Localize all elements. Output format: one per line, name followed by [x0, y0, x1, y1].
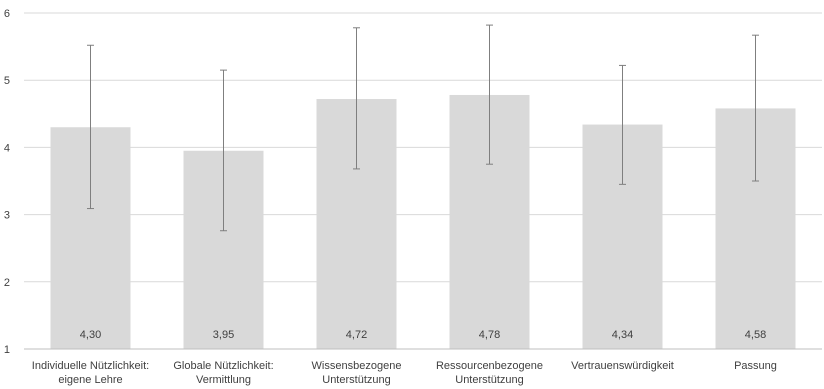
- x-category-label-line: Unterstützung: [455, 374, 523, 386]
- error-bars: [87, 24, 759, 232]
- x-category-label: Ressourcenbezogene Unterstützung: [436, 360, 543, 386]
- x-category-label-line: Wissensbezogene: [312, 360, 402, 372]
- y-tick-label: 5: [4, 75, 10, 87]
- bars: [50, 94, 796, 350]
- y-tick-label: 4: [4, 142, 10, 154]
- gridlines: [24, 12, 822, 283]
- x-category-label: Wissensbezogene Unterstützung: [312, 360, 402, 386]
- x-category-label: Individuelle Nützlichkeit: eigene Lehre: [32, 360, 149, 386]
- data-label: 4,72: [346, 329, 367, 341]
- y-tick-label: 1: [4, 344, 10, 356]
- x-category-label-line: Unterstützung: [322, 374, 390, 386]
- x-category-label-line: Vertrauenswürdigkeit: [571, 360, 674, 372]
- data-label: 4,30: [80, 329, 101, 341]
- data-label: 4,34: [612, 329, 633, 341]
- y-tick-label: 6: [4, 8, 10, 20]
- x-category-label: Vertrauenswürdigkeit: [571, 360, 674, 372]
- x-category-label-line: Passung: [734, 360, 777, 372]
- x-category-label-line: Individuelle Nützlichkeit:: [32, 360, 149, 372]
- x-category-label-line: Globale Nützlichkeit:: [173, 360, 273, 372]
- data-label: 4,58: [745, 329, 766, 341]
- x-category-label-line: Vermittlung: [196, 374, 251, 386]
- x-category-label: Passung: [734, 360, 777, 372]
- data-label: 3,95: [213, 329, 234, 341]
- y-tick-label: 3: [4, 210, 10, 222]
- x-category-label-line: Ressourcenbezogene: [436, 360, 543, 372]
- x-category-label-line: eigene Lehre: [58, 374, 122, 386]
- y-tick-label: 2: [4, 277, 10, 289]
- x-category-label: Globale Nützlichkeit: Vermittlung: [173, 360, 273, 386]
- labels: 1 2 3 4 5 6 4,30 Individuelle Nützlichkeit: eige…: [4, 8, 777, 386]
- data-label: 4,78: [479, 329, 500, 341]
